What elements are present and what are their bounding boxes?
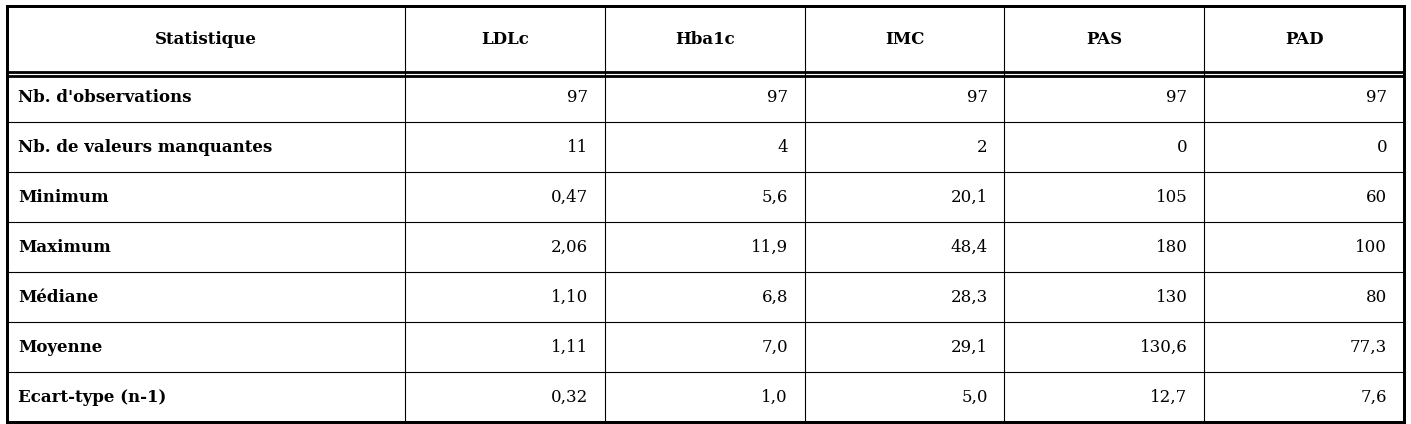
Text: Nb. de valeurs manquantes: Nb. de valeurs manquantes — [18, 139, 272, 156]
Text: Statistique: Statistique — [155, 31, 257, 48]
Text: 130,6: 130,6 — [1140, 339, 1188, 356]
Text: 11,9: 11,9 — [751, 239, 787, 256]
Text: Ecart-type (n-1): Ecart-type (n-1) — [18, 389, 166, 406]
Text: 2,06: 2,06 — [552, 239, 588, 256]
Text: Moyenne: Moyenne — [18, 339, 103, 356]
Text: 1,10: 1,10 — [550, 289, 588, 306]
Text: 28,3: 28,3 — [951, 289, 988, 306]
Text: 29,1: 29,1 — [951, 339, 988, 356]
Text: 97: 97 — [1167, 89, 1188, 106]
Text: 80: 80 — [1366, 289, 1387, 306]
Text: IMC: IMC — [885, 31, 924, 48]
Text: 105: 105 — [1156, 189, 1188, 206]
Text: 4: 4 — [777, 139, 787, 156]
Text: 130: 130 — [1156, 289, 1188, 306]
Text: 11: 11 — [567, 139, 588, 156]
Text: Hba1c: Hba1c — [674, 31, 735, 48]
Text: 48,4: 48,4 — [951, 239, 988, 256]
Text: 0: 0 — [1177, 139, 1188, 156]
Text: 7,0: 7,0 — [762, 339, 787, 356]
Text: Maximum: Maximum — [18, 239, 111, 256]
Text: 77,3: 77,3 — [1350, 339, 1387, 356]
Text: 0: 0 — [1377, 139, 1387, 156]
Text: LDLc: LDLc — [481, 31, 529, 48]
Text: 97: 97 — [567, 89, 588, 106]
Text: 97: 97 — [967, 89, 988, 106]
Text: PAD: PAD — [1285, 31, 1324, 48]
Text: 1,11: 1,11 — [550, 339, 588, 356]
Text: 97: 97 — [766, 89, 787, 106]
Text: 6,8: 6,8 — [762, 289, 787, 306]
Text: 60: 60 — [1366, 189, 1387, 206]
Text: PAS: PAS — [1086, 31, 1122, 48]
Text: 0,32: 0,32 — [550, 389, 588, 406]
Text: Médiane: Médiane — [18, 289, 99, 306]
Text: 180: 180 — [1156, 239, 1188, 256]
Text: Nb. d'observations: Nb. d'observations — [18, 89, 192, 106]
Text: 2: 2 — [976, 139, 988, 156]
Text: 5,6: 5,6 — [762, 189, 787, 206]
Text: 1,0: 1,0 — [762, 389, 787, 406]
Text: 7,6: 7,6 — [1360, 389, 1387, 406]
Text: 100: 100 — [1356, 239, 1387, 256]
Text: 12,7: 12,7 — [1150, 389, 1188, 406]
Text: 97: 97 — [1366, 89, 1387, 106]
Text: 0,47: 0,47 — [550, 189, 588, 206]
Text: 5,0: 5,0 — [961, 389, 988, 406]
Text: Minimum: Minimum — [18, 189, 109, 206]
Text: 20,1: 20,1 — [951, 189, 988, 206]
